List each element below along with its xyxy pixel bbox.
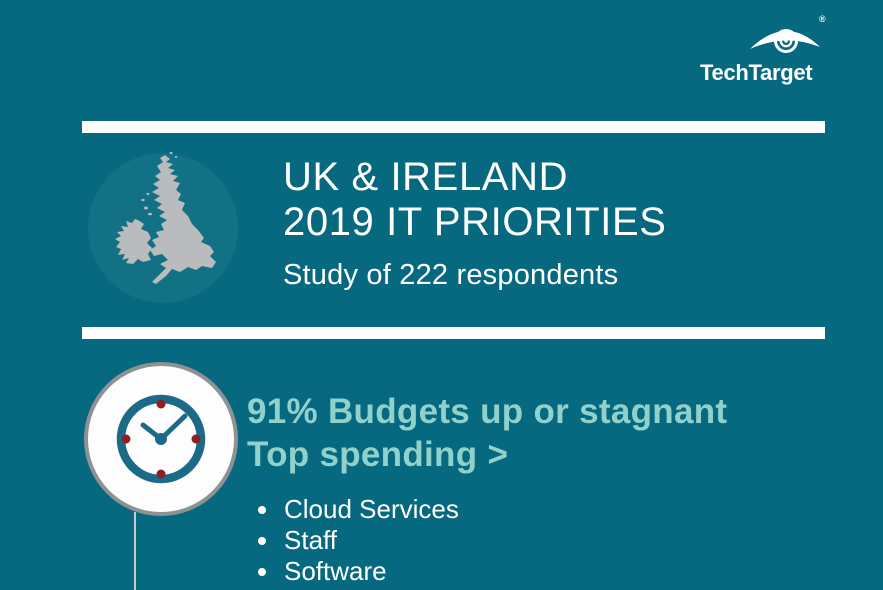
divider-bar-bottom: [82, 327, 825, 339]
spending-list: Cloud Services Staff Software: [258, 494, 459, 587]
uk-ireland-map-icon: [115, 151, 216, 284]
logo-wordmark: TechTarget: [700, 60, 813, 85]
section-headline: 91% Budgets up or stagnant Top spending …: [247, 392, 728, 474]
page-title: UK & IRELAND 2019 IT PRIORITIES: [283, 155, 667, 244]
techtarget-eye-icon: [750, 29, 820, 53]
timeline-stem: [134, 512, 136, 590]
list-item-label: Cloud Services: [284, 494, 459, 524]
list-item: Cloud Services: [258, 494, 459, 525]
registered-trademark: ®: [819, 14, 826, 24]
bullet-icon: [258, 505, 266, 514]
list-item-label: Software: [284, 556, 387, 586]
divider-bar-top: [82, 121, 825, 133]
list-item: Software: [258, 556, 459, 587]
clock-icon: [116, 394, 206, 484]
list-item: Staff: [258, 525, 459, 556]
techtarget-logo: ® TechTarget: [700, 12, 832, 88]
bullet-icon: [258, 536, 266, 545]
clock-badge: [84, 362, 238, 516]
bullet-icon: [258, 567, 266, 576]
page-subtitle: Study of 222 respondents: [283, 259, 619, 291]
list-item-label: Staff: [284, 525, 338, 555]
